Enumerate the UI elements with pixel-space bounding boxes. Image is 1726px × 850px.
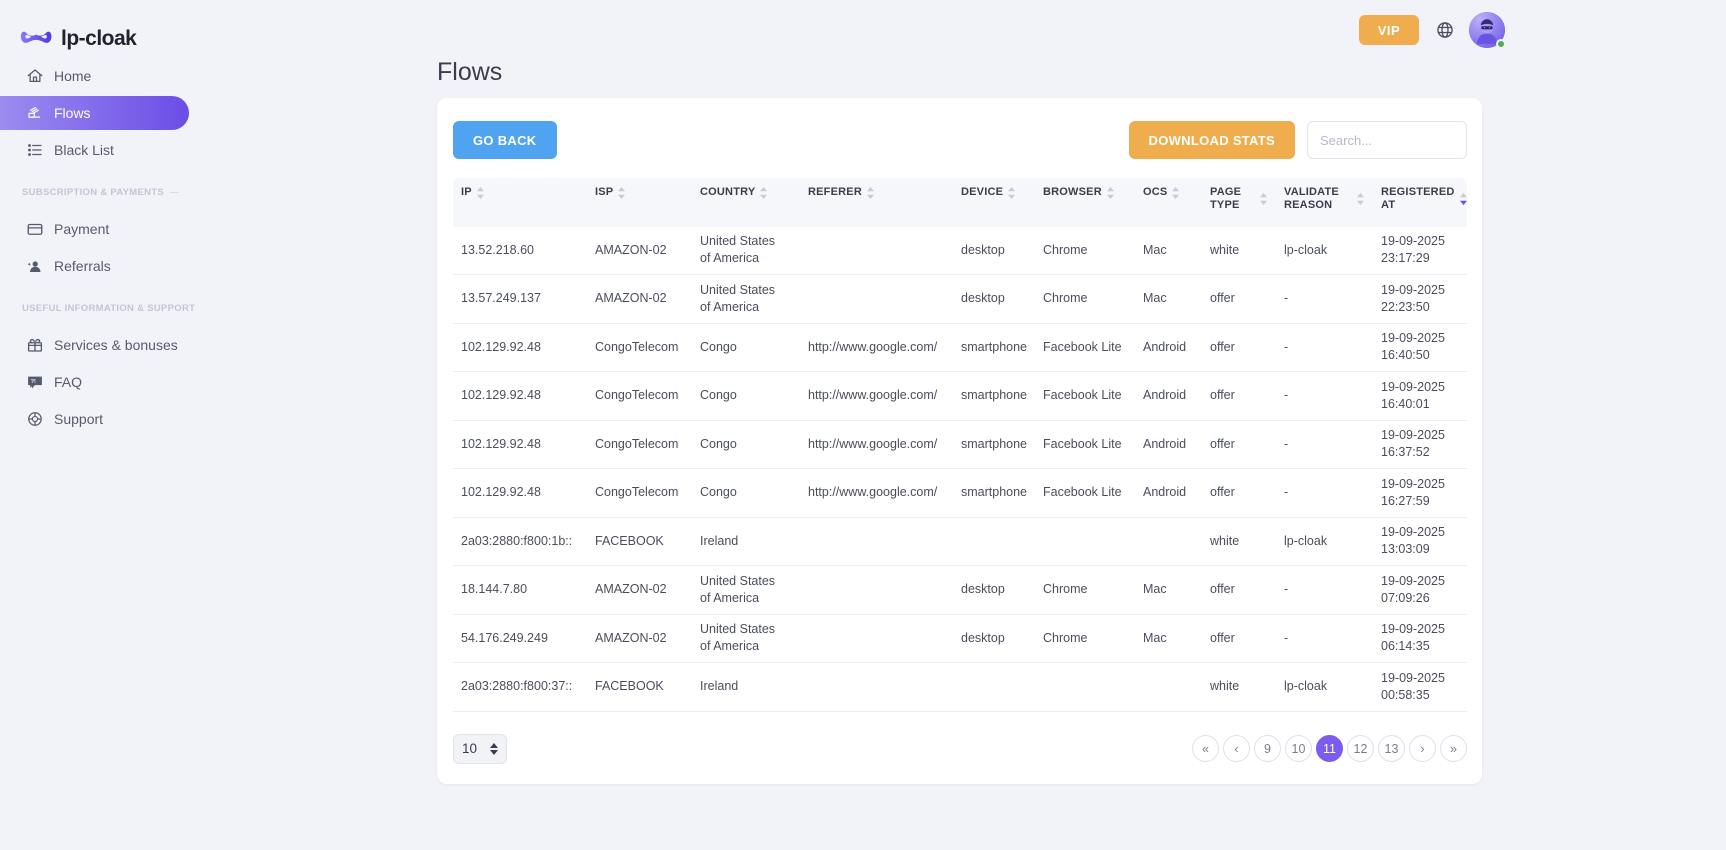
svg-text:?!: ?! (31, 379, 36, 385)
